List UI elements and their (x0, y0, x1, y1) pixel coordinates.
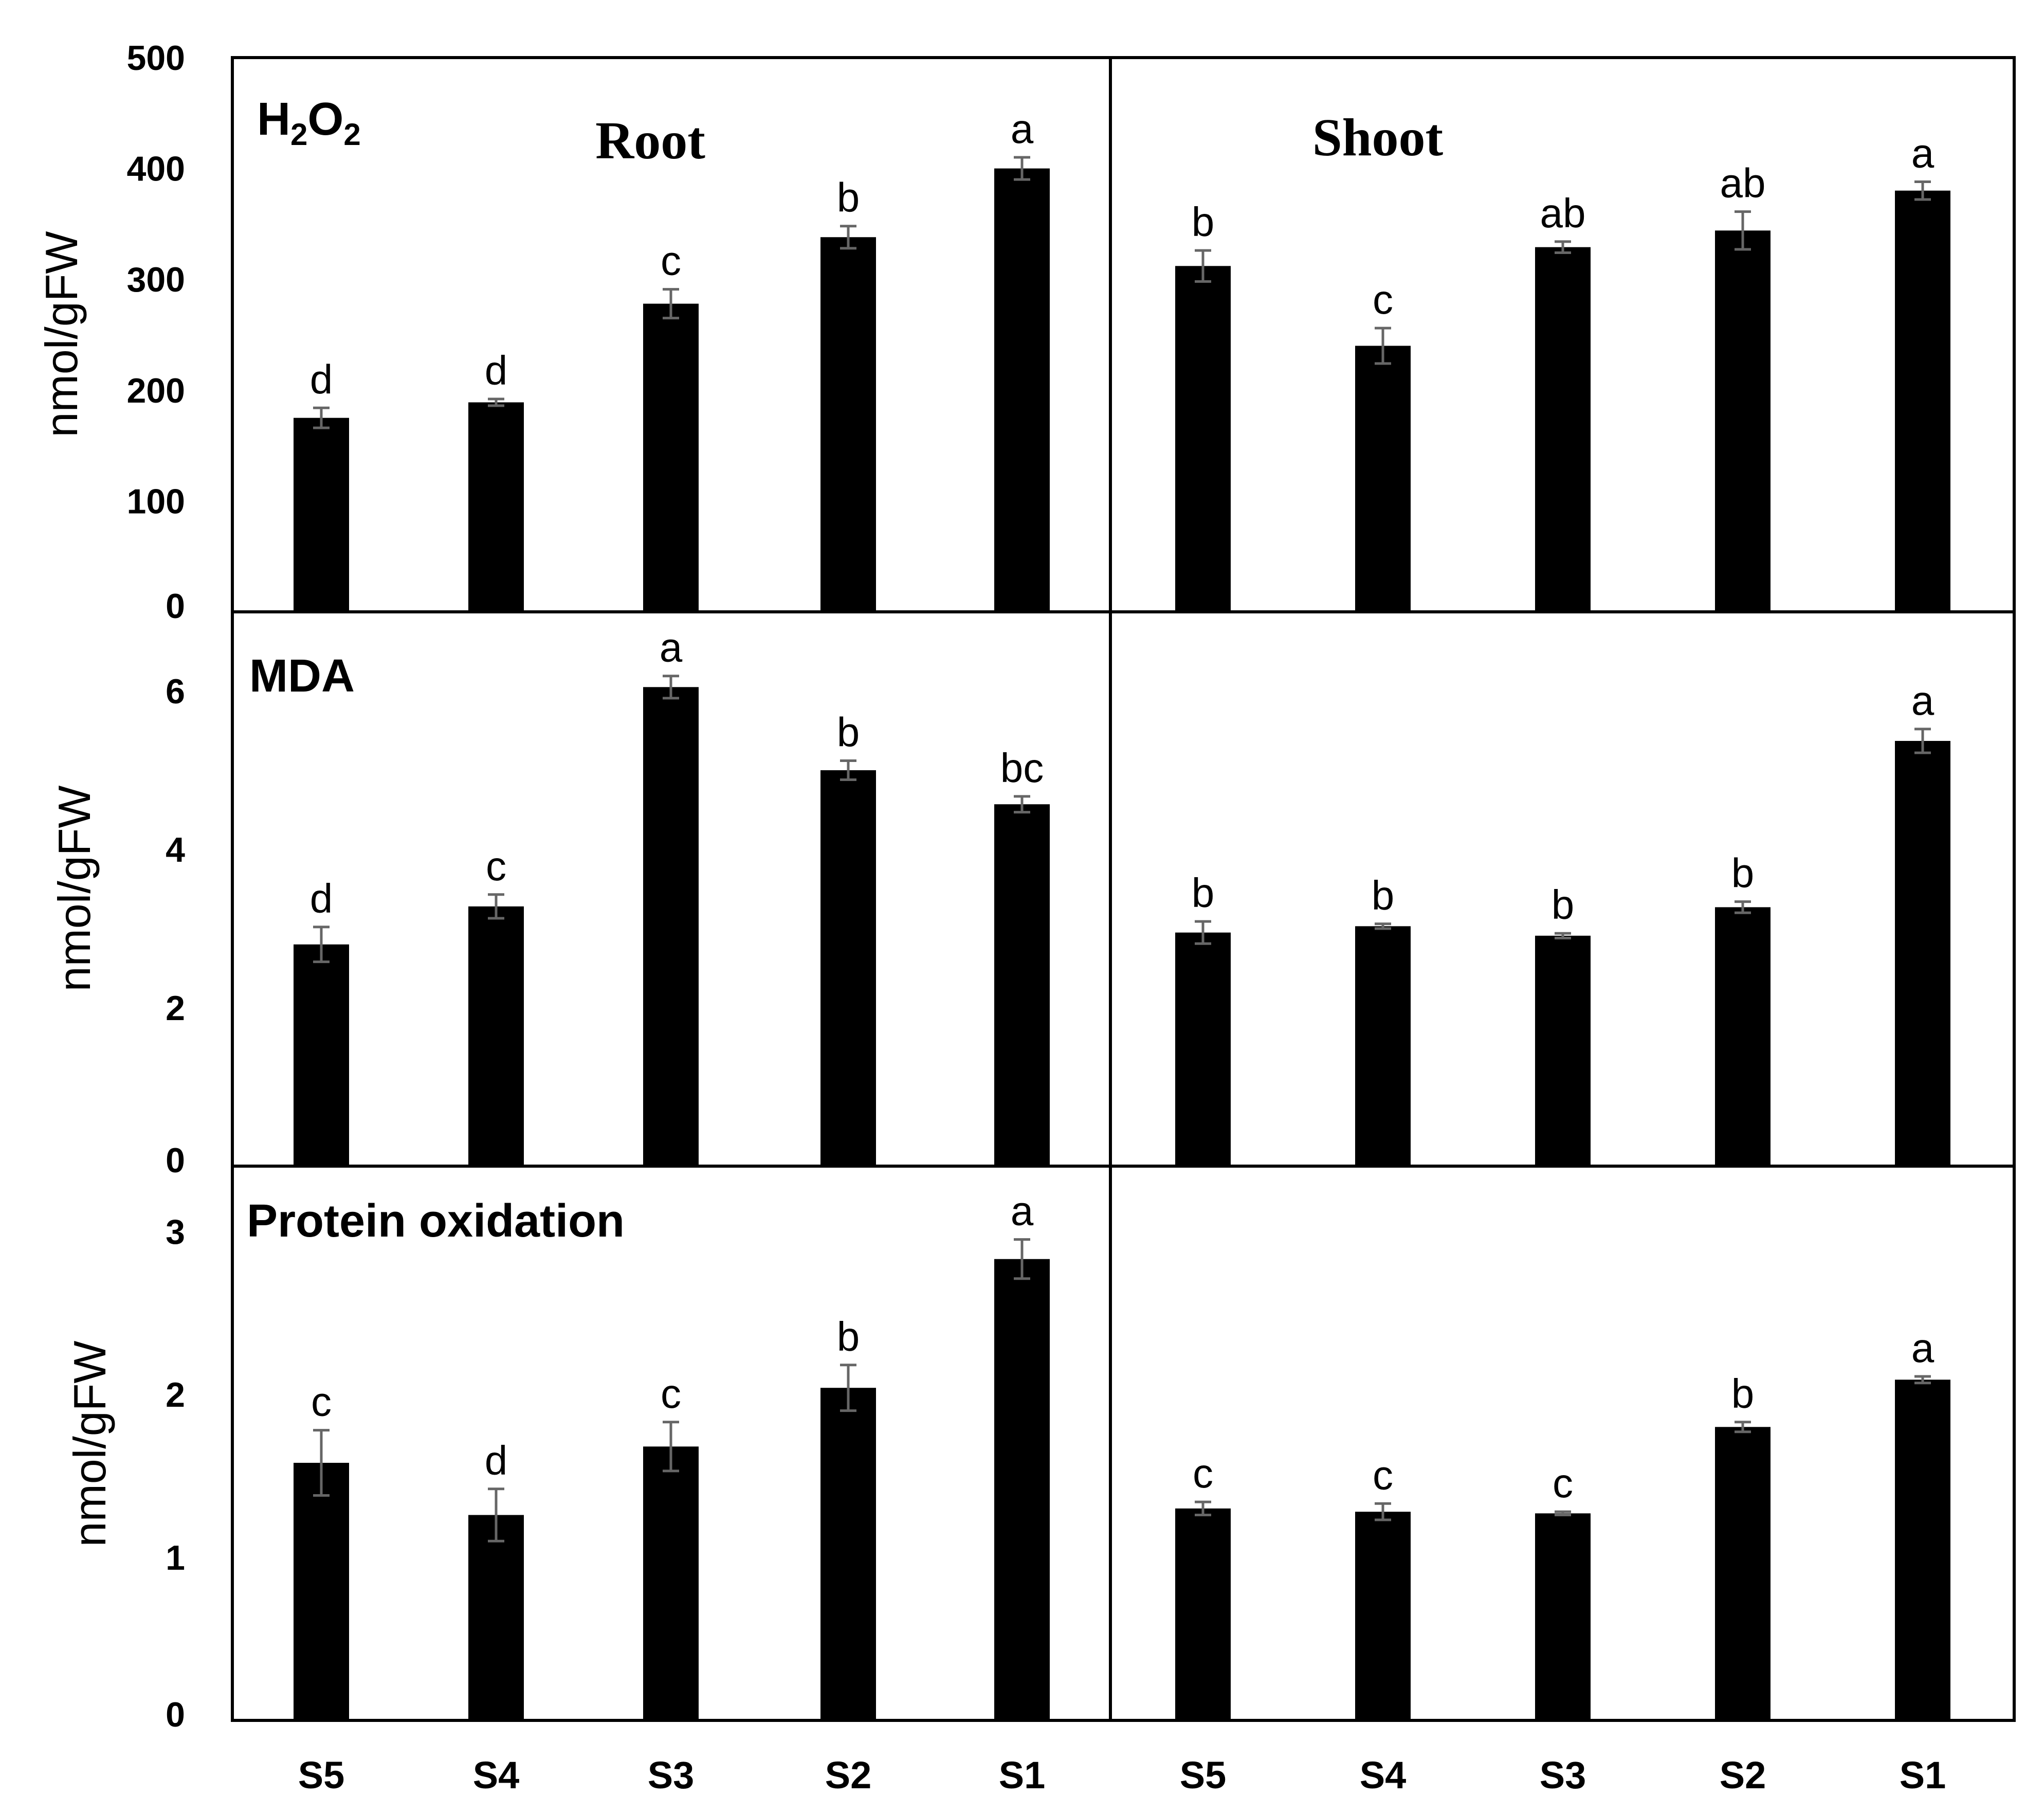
x-label-root-S2: S2 (825, 1754, 872, 1796)
significance-letter-h2o2-root-S2: b (837, 175, 860, 221)
significance-letter-h2o2-root-S5: d (310, 356, 333, 402)
y-tick-h2o2-200: 200 (127, 371, 185, 410)
significance-letter-mda-root-S4: c (486, 843, 506, 889)
bar-protein-root-S4 (468, 1515, 524, 1720)
significance-letter-mda-shoot-S3: b (1552, 882, 1575, 928)
x-label-root-S3: S3 (648, 1754, 695, 1796)
panel-title-protein: Protein oxidation (247, 1195, 625, 1247)
y-tick-h2o2-100: 100 (127, 482, 185, 521)
significance-letter-h2o2-shoot-S1: a (1911, 130, 1934, 176)
bar-h2o2-shoot-S1 (1895, 190, 1950, 612)
significance-letter-mda-root-S5: d (310, 876, 333, 921)
y-tick-protein-1: 1 (166, 1538, 185, 1577)
significance-letter-h2o2-shoot-S4: c (1373, 277, 1393, 322)
bar-mda-shoot-S3 (1535, 935, 1591, 1166)
y-axis-label-h2o2: nmol/gFW (36, 231, 87, 438)
bar-h2o2-root-S4 (468, 402, 524, 612)
y-tick-protein-2: 2 (166, 1375, 185, 1414)
significance-letter-protein-root-S5: c (311, 1379, 332, 1425)
y-tick-mda-4: 4 (166, 830, 185, 869)
y-tick-labels: 0 100 200 300 400 500 0 2 4 6 0 1 2 3 (127, 39, 186, 1734)
significance-letter-protein-shoot-S4: c (1373, 1452, 1393, 1498)
significance-letter-protein-shoot-S2: b (1731, 1371, 1755, 1417)
bar-protein-shoot-S2 (1715, 1427, 1771, 1720)
y-tick-h2o2-0: 0 (166, 587, 185, 626)
y-tick-h2o2-300: 300 (127, 260, 185, 299)
significance-letter-h2o2-root-S4: d (485, 348, 508, 393)
bar-mda-shoot-S2 (1715, 907, 1771, 1166)
panel-title-mda: MDA (249, 650, 355, 702)
significance-letter-protein-root-S2: b (837, 1314, 860, 1359)
bar-mda-root-S1 (994, 804, 1050, 1166)
bar-h2o2-root-S3 (643, 303, 699, 612)
y-tick-h2o2-400: 400 (127, 150, 185, 189)
significance-letter-h2o2-shoot-S3: ab (1540, 190, 1586, 236)
y-tick-protein-0: 0 (166, 1695, 185, 1734)
bar-mda-root-S3 (643, 687, 699, 1166)
bar-protein-shoot-S1 (1895, 1380, 1950, 1720)
significance-letter-mda-shoot-S2: b (1731, 850, 1755, 896)
bar-h2o2-shoot-S2 (1715, 230, 1771, 612)
x-label-shoot-S4: S4 (1360, 1754, 1407, 1796)
significance-letter-protein-root-S1: a (1011, 1188, 1034, 1234)
bar-mda-shoot-S1 (1895, 741, 1950, 1166)
bar-protein-shoot-S4 (1355, 1512, 1411, 1720)
x-label-shoot-S5: S5 (1180, 1754, 1227, 1796)
x-label-root-S1: S1 (999, 1754, 1046, 1796)
significance-letter-mda-root-S3: a (660, 625, 683, 670)
significance-letter-protein-shoot-S5: c (1193, 1450, 1213, 1496)
y-tick-mda-6: 6 (166, 672, 185, 711)
significance-letter-mda-shoot-S4: b (1372, 873, 1395, 918)
bar-protein-root-S1 (994, 1259, 1050, 1720)
significance-letter-mda-root-S1: bc (1000, 745, 1044, 791)
significance-letter-protein-shoot-S1: a (1911, 1325, 1934, 1371)
bar-h2o2-shoot-S3 (1535, 247, 1591, 612)
x-label-shoot-S1: S1 (1900, 1754, 1946, 1796)
bar-mda-root-S5 (294, 944, 349, 1166)
y-tick-mda-0: 0 (166, 1141, 185, 1180)
x-category-labels: S5 S4 S3 S2 S1 S5 S4 S3 S2 S1 (298, 1754, 1946, 1796)
significance-letter-h2o2-shoot-S5: b (1192, 199, 1215, 245)
bar-h2o2-root-S2 (820, 237, 876, 612)
y-axis-label-mda: nmol/gFW (49, 786, 100, 992)
bar-mda-root-S4 (468, 906, 524, 1166)
bar-protein-root-S2 (820, 1388, 876, 1720)
significance-letter-h2o2-root-S1: a (1011, 106, 1034, 152)
bar-mda-root-S2 (820, 770, 876, 1166)
significance-letter-h2o2-root-S3: c (661, 238, 681, 284)
bar-mda-shoot-S5 (1175, 932, 1231, 1166)
column-title-root: Root (595, 111, 705, 170)
y-tick-h2o2-500: 500 (127, 39, 185, 78)
bar-protein-root-S3 (643, 1446, 699, 1720)
significance-letter-mda-root-S2: b (837, 710, 860, 755)
bar-h2o2-root-S5 (294, 418, 349, 612)
x-label-root-S5: S5 (298, 1754, 345, 1796)
x-label-shoot-S3: S3 (1540, 1754, 1586, 1796)
panel-title-h2o2: H2O2 (257, 94, 361, 152)
bar-mda-shoot-S4 (1355, 926, 1411, 1166)
x-label-root-S4: S4 (473, 1754, 520, 1796)
significance-letter-protein-shoot-S3: c (1553, 1460, 1573, 1506)
column-title-shoot: Shoot (1312, 108, 1444, 167)
bar-protein-shoot-S3 (1535, 1513, 1591, 1720)
bar-h2o2-shoot-S5 (1175, 266, 1231, 612)
significance-letter-mda-shoot-S1: a (1911, 678, 1934, 723)
significance-letter-protein-root-S3: c (661, 1371, 681, 1417)
significance-letter-protein-root-S4: d (485, 1438, 508, 1483)
bar-protein-shoot-S5 (1175, 1508, 1231, 1720)
y-tick-protein-3: 3 (166, 1212, 185, 1251)
y-axis-label-protein: nmol/gFW (64, 1341, 115, 1547)
significance-letter-mda-shoot-S5: b (1192, 870, 1215, 916)
bar-protein-root-S5 (294, 1463, 349, 1720)
bar-h2o2-root-S1 (994, 168, 1050, 612)
bar-h2o2-shoot-S4 (1355, 346, 1411, 612)
x-label-shoot-S2: S2 (1720, 1754, 1766, 1796)
significance-letter-h2o2-shoot-S2: ab (1720, 160, 1766, 206)
y-tick-mda-2: 2 (166, 989, 185, 1028)
